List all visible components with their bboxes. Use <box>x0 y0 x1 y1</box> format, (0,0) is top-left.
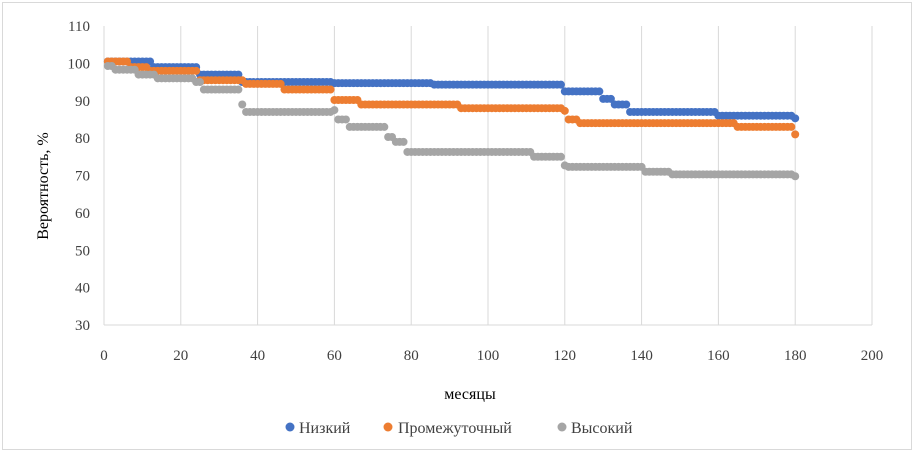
data-point <box>234 85 243 94</box>
x-tick-200: 200 <box>861 348 884 364</box>
data-point <box>380 122 389 131</box>
x-axis-label: месяцы <box>444 386 496 403</box>
x-tick-160: 160 <box>707 348 730 364</box>
x-tick-40: 40 <box>250 348 265 364</box>
x-tick-80: 80 <box>404 348 419 364</box>
data-point <box>238 100 247 109</box>
data-point <box>234 70 243 79</box>
y-tick-labels: 30 40 50 60 70 80 90 100 110 <box>68 19 91 334</box>
x-tick-120: 120 <box>554 348 577 364</box>
data-point <box>276 79 285 88</box>
data-point <box>146 57 155 66</box>
data-point <box>326 85 335 94</box>
data-point <box>192 66 201 75</box>
x-tick-100: 100 <box>477 348 500 364</box>
legend: Низкий Промежуточный Высокий <box>285 420 633 437</box>
legend-label-1: Низкий <box>299 420 351 437</box>
y-tick-30: 30 <box>75 318 90 334</box>
data-point <box>123 57 132 66</box>
data-point <box>791 172 800 181</box>
data-point <box>606 94 615 103</box>
x-tick-140: 140 <box>630 348 653 364</box>
legend-marker-2 <box>383 422 393 432</box>
data-point <box>787 122 796 131</box>
y-tick-110: 110 <box>68 19 90 35</box>
data-point <box>196 78 204 87</box>
x-tick-0: 0 <box>100 348 108 364</box>
data-point <box>595 87 604 96</box>
data-point <box>556 152 565 161</box>
y-tick-90: 90 <box>75 94 90 110</box>
series-2 <box>103 57 800 139</box>
data-point <box>791 114 800 123</box>
data-point <box>622 100 631 109</box>
data-point <box>330 106 339 115</box>
x-tick-labels: 0 20 40 60 80 100 120 140 160 180 200 <box>100 348 883 364</box>
data-point <box>556 80 565 89</box>
data-point <box>399 137 408 146</box>
y-tick-50: 50 <box>75 243 90 259</box>
data-point <box>791 130 800 139</box>
x-tick-60: 60 <box>327 348 342 364</box>
x-tick-180: 180 <box>784 348 807 364</box>
y-axis-label: Вероятность, % <box>35 132 52 240</box>
series-3 <box>103 61 800 181</box>
data-point <box>341 115 350 124</box>
y-tick-100: 100 <box>68 56 91 72</box>
legend-marker-1 <box>285 422 295 432</box>
data-point <box>560 106 569 115</box>
y-tick-70: 70 <box>75 169 90 185</box>
x-tick-20: 20 <box>173 348 188 364</box>
series-layer <box>103 57 800 181</box>
legend-marker-3 <box>557 422 567 432</box>
legend-label-3: Высокий <box>571 420 633 437</box>
y-tick-60: 60 <box>75 206 90 222</box>
y-tick-40: 40 <box>75 281 90 297</box>
y-tick-80: 80 <box>75 131 90 147</box>
legend-label-2: Промежуточный <box>398 420 512 437</box>
